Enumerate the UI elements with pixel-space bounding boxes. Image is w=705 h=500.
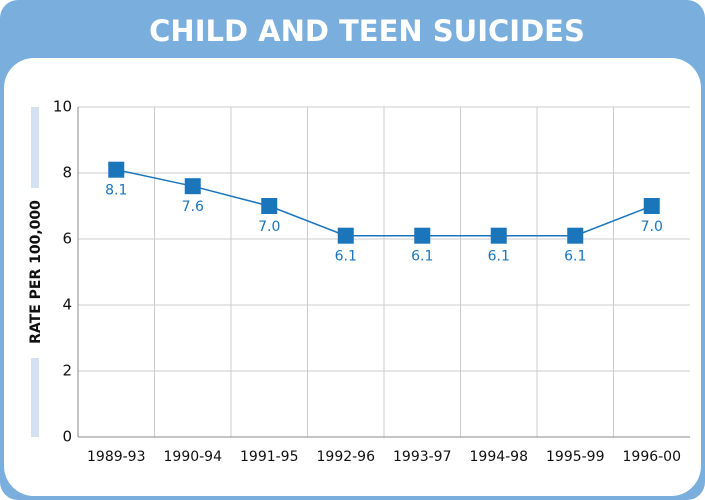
marker: [414, 227, 431, 244]
data-label: 7.0: [641, 219, 663, 235]
chart-title: CHILD AND TEEN SUICIDES: [149, 14, 585, 48]
marker: [643, 198, 660, 214]
data-label: 8.1: [105, 183, 127, 199]
label-backing: [28, 188, 44, 358]
y-tick-label: 10: [53, 98, 72, 116]
marker: [184, 178, 201, 195]
x-tick-label: 1991-95: [240, 449, 299, 465]
marker: [337, 227, 354, 244]
x-tick-label: 1992-96: [317, 449, 376, 465]
data-label: 7.0: [258, 219, 280, 235]
y-tick-label: 4: [62, 296, 72, 314]
x-tick-label: 1995-99: [546, 449, 605, 465]
marker: [567, 227, 584, 244]
x-tick-label: 1989-93: [87, 449, 146, 465]
x-tick-label: 1994-98: [470, 449, 529, 465]
marker: [108, 161, 125, 178]
y-tick-label: 6: [62, 230, 72, 248]
x-tick-label: 1990-94: [164, 449, 223, 465]
y-tick-label: 0: [62, 428, 72, 446]
y-tick-label: 8: [62, 164, 72, 182]
data-label: 6.1: [488, 249, 510, 265]
y-tick-label: 2: [62, 362, 72, 380]
marker: [261, 198, 278, 214]
x-tick-label: 1993-97: [393, 449, 452, 465]
data-label: 6.1: [411, 249, 433, 265]
data-label: 6.1: [335, 249, 357, 265]
data-label: 6.1: [564, 249, 586, 265]
panel: [4, 58, 701, 496]
y-axis-label: RATE PER 100,000: [28, 200, 44, 344]
x-tick-label: 1996-00: [623, 449, 682, 465]
data-label: 7.6: [182, 199, 204, 215]
marker: [490, 227, 507, 244]
line: [116, 168, 653, 237]
